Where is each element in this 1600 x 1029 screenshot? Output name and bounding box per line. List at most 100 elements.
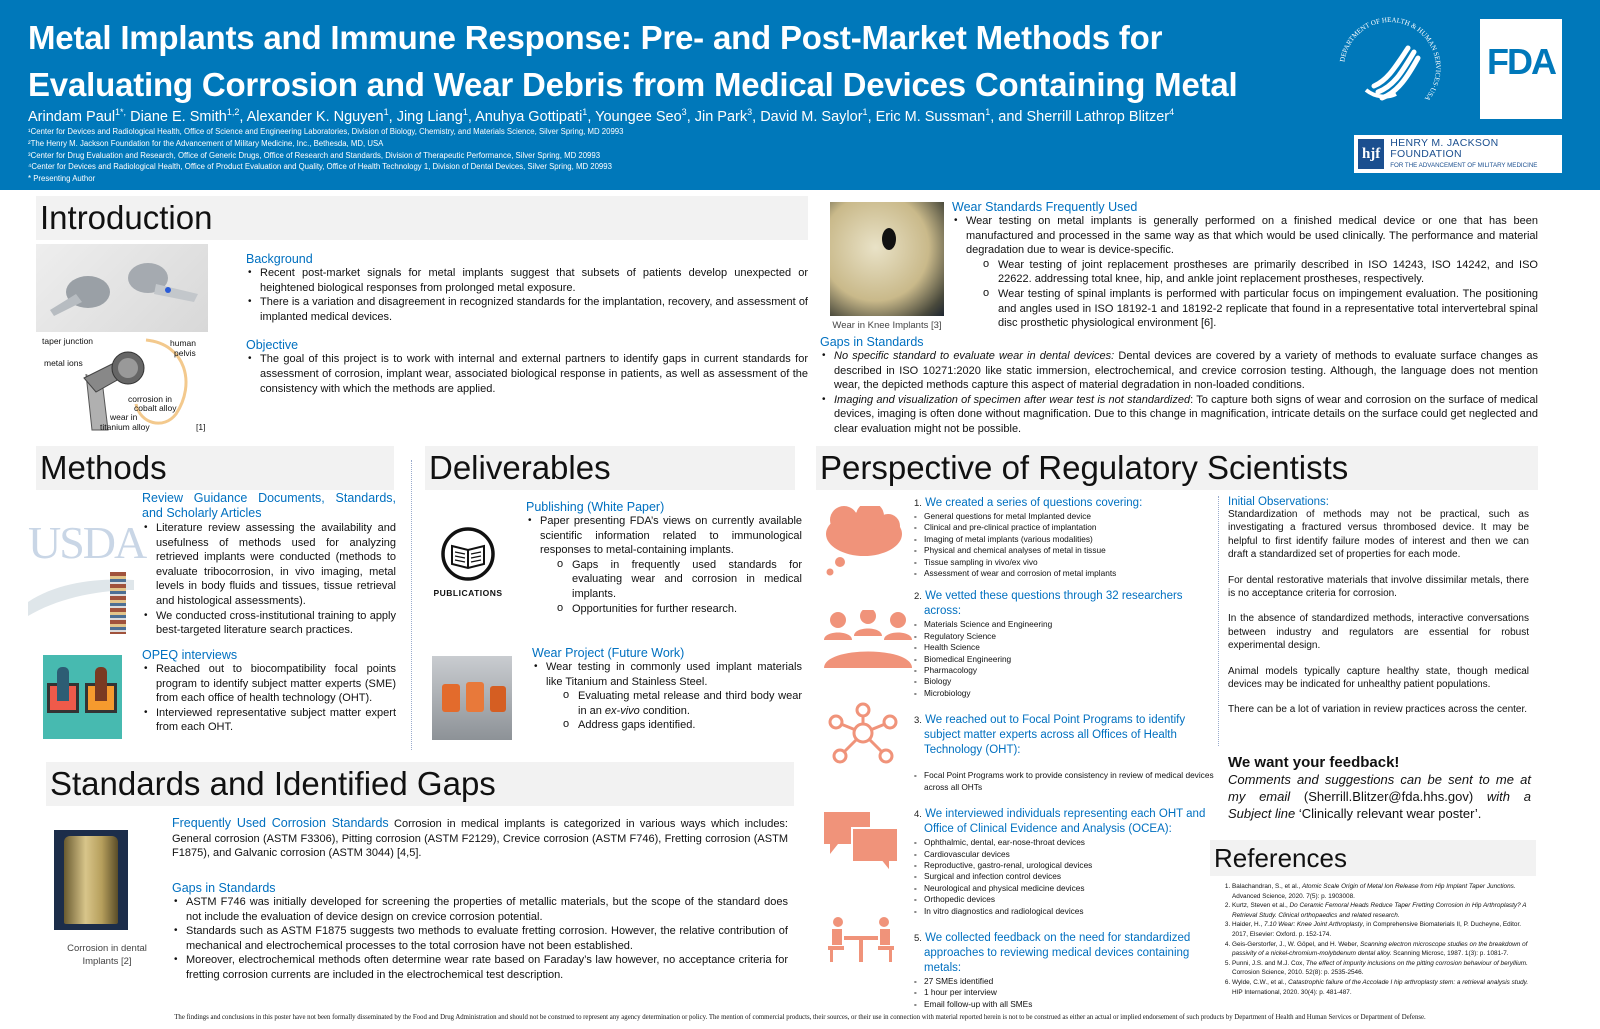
author-name: Diane E. Smith [126,108,227,125]
section-heading-references: References [1210,840,1536,876]
author-affiliation-marker: 3 [681,107,687,117]
perspective-step-title: 3. We reached out to Focal Point Program… [914,714,1186,757]
poster-header: Metal Implants and Immune Response: Pre-… [0,0,1600,190]
perspective-step-item: Materials Science and Engineering [914,619,1214,631]
standards-gap-bullet: ASTM F746 was initially developed for sc… [172,895,788,924]
title-line-2: Evaluating Corrosion and Wear Debris fro… [28,66,1238,103]
observation-paragraph: For dental restorative materials that in… [1228,574,1529,600]
author-affiliation-marker: 1*, [115,107,127,117]
standards-gap-bullet: Moreover, electrochemical methods often … [172,953,788,982]
affiliation-1: ¹Center for Devices and Radiological Hea… [28,127,624,136]
perspective-steps: 1. We created a series of questions cove… [914,496,1214,1011]
reference-list: Balachandran, S., et al., Atomic Scale O… [1214,882,1538,997]
reference-item: Balachandran, S., et al., Atomic Scale O… [1232,882,1538,901]
feedback-heading: We want your feedback! [1228,754,1400,771]
author-name: , Anuhya Gottipati [467,108,583,125]
publications-icon: PUBLICATIONS [432,526,504,602]
affiliation-2: ²The Henry M. Jackson Foundation for the… [28,139,384,148]
perspective-step: 1. We created a series of questions cove… [914,496,1214,580]
perspective-step-item: Imaging of metal implants (various modal… [914,534,1214,546]
knee-photo-caption: Wear in Knee Implants [3] [832,320,942,331]
publishing-heading: Publishing (White Paper) [526,500,665,514]
author-affiliation-marker: 1 [582,107,588,117]
wear-project-bullet: Wear testing in commonly used implant ma… [532,660,802,733]
perspective-step-item: Reproductive, gastro-renal, urological d… [914,860,1214,872]
author-name: , Jing Liang [388,108,463,125]
standards-gaps-heading: Gaps in Standards [172,881,276,895]
wear-test-apparatus-photo [432,656,512,740]
standards-gaps-block: Gaps in Standards ASTM F746 was initiall… [172,881,788,983]
author-name: , Eric M. Sussman [867,108,986,125]
wear-standards-block: Wear Standards Frequently Used Wear test… [952,200,1538,331]
methods-review-block: Review Guidance Documents, Standards, an… [142,491,396,638]
section-heading-perspective: Perspective of Regulatory Scientists [816,446,1538,490]
background-bullet: There is a variation and disagreement in… [246,295,808,324]
observation-paragraph: In the absence of standardized methods, … [1228,613,1529,652]
opeq-bullet: Reached out to biocompatibility focal po… [142,662,396,706]
hip-diagram: taper junction human pelvis metal ions c… [36,334,208,434]
step-number: 5. [914,932,922,944]
author-affiliation-marker: 1 [985,107,991,117]
step-number: 4. [914,809,922,821]
opeq-bullet: Interviewed representative subject matte… [142,706,396,735]
reference-item: Punni, J.S. and M.J. Cox, The effect of … [1232,959,1538,978]
group-people-icon [824,610,912,668]
wear-gap-bullet: No specific standard to evaluate wear in… [820,349,1538,393]
title-line-1: Metal Implants and Immune Response: Pre-… [28,19,1163,56]
reference-item: Kurtz, Steven et al., Do Ceramic Femoral… [1232,901,1538,920]
feedback-email-link[interactable]: (Sherrill.Blitzer@fda.hhs.gov) [1303,789,1474,804]
diagram-label-cobalt: cobalt alloy [134,403,177,413]
wear-gaps-block: Gaps in Standards No specific standard t… [820,335,1538,437]
publishing-sub-bullet: Gaps in frequently used standards for ev… [554,557,802,602]
step-number: 2. [914,591,922,603]
author-affiliation-marker: 1,2 [226,107,240,117]
hip-implant-photo [36,244,208,332]
perspective-step-item: Ophthalmic, dental, ear-nose-throat devi… [914,837,1214,849]
affiliation-3: ³Center for Drug Evaluation and Research… [28,151,601,160]
perspective-step-item: Email follow-up with all SMEs [914,999,1214,1011]
author-affiliation-marker: 4 [1169,107,1175,117]
network-people-icon [828,702,898,764]
diagram-label-titanium: titanium alloy [100,422,150,432]
perspective-step-item: Neurological and physical medicine devic… [914,883,1214,895]
diagram-label-metal-ions: metal ions [44,358,83,368]
wear-project-block: Wear Project (Future Work) Wear testing … [532,646,802,733]
wear-gap-bullet: Imaging and visualization of specimen af… [820,393,1538,437]
wear-gaps-heading: Gaps in Standards [820,335,924,349]
author-affiliation-marker: 3 [747,107,753,117]
wear-project-sub-bullet: Address gaps identified. [560,717,802,733]
author-name: , and Sherrill Lathrop Blitzer [990,108,1170,125]
methods-opeq-block: OPEQ interviews Reached out to biocompat… [142,648,396,735]
perspective-step-item: Health Science [914,642,1214,654]
wear-standards-heading: Wear Standards Frequently Used [952,200,1138,214]
opeq-interview-illustration [43,655,122,739]
perspective-step: 3. We reached out to Focal Point Program… [914,713,1214,793]
column-divider [411,460,412,750]
introduction-body: Background Recent post-market signals fo… [246,252,808,396]
review-bullet: We conducted cross-institutional trainin… [142,609,396,638]
interview-table-icon [828,917,894,962]
perspective-step-item: Biology [914,676,1214,688]
hjf-tagline: FOR THE ADVANCEMENT OF MILITARY MEDICINE [1390,161,1538,169]
publishing-block: Publishing (White Paper) Paper presentin… [526,500,802,616]
diagram-label-pelvis: pelvis [174,348,196,358]
author-list: Arindam Paul1*, Diane E. Smith1,2, Alexa… [28,107,1174,125]
perspective-step-item: Pharmacology [914,665,1214,677]
wear-project-sub-bullet: Evaluating metal release and third body … [560,688,802,718]
author-affiliation-marker: 1 [862,107,868,117]
svg-text:DEPARTMENT OF HEALTH & HUMAN S: DEPARTMENT OF HEALTH & HUMAN SERVICES·US… [1338,16,1442,102]
diagram-label-wear: wear in [110,412,138,422]
perspective-step-item: Cardiovascular devices [914,849,1214,861]
author-name: Arindam Paul [28,108,116,125]
publishing-bullet: Paper presenting FDA’s views on currentl… [526,514,802,616]
author-name: , Youngee Seo [587,108,682,125]
wear-sub-bullet: Wear testing of spinal implants is perfo… [980,286,1538,331]
observation-paragraph: There can be a lot of variation in revie… [1228,704,1528,716]
knee-implant-wear-photo [830,202,944,316]
hhs-eagle-logo-icon: DEPARTMENT OF HEALTH & HUMAN SERVICES·US… [1338,16,1442,102]
observation-paragraph: Standardization of methods may not be pr… [1228,509,1529,561]
wear-sub-bullet: Wear testing of joint replacement prosth… [980,257,1538,287]
observation-paragraph: Animal models typically capture healthy … [1228,665,1529,691]
section-heading-deliverables: Deliverables [425,446,795,490]
background-list: Recent post-market signals for metal imp… [246,266,808,324]
